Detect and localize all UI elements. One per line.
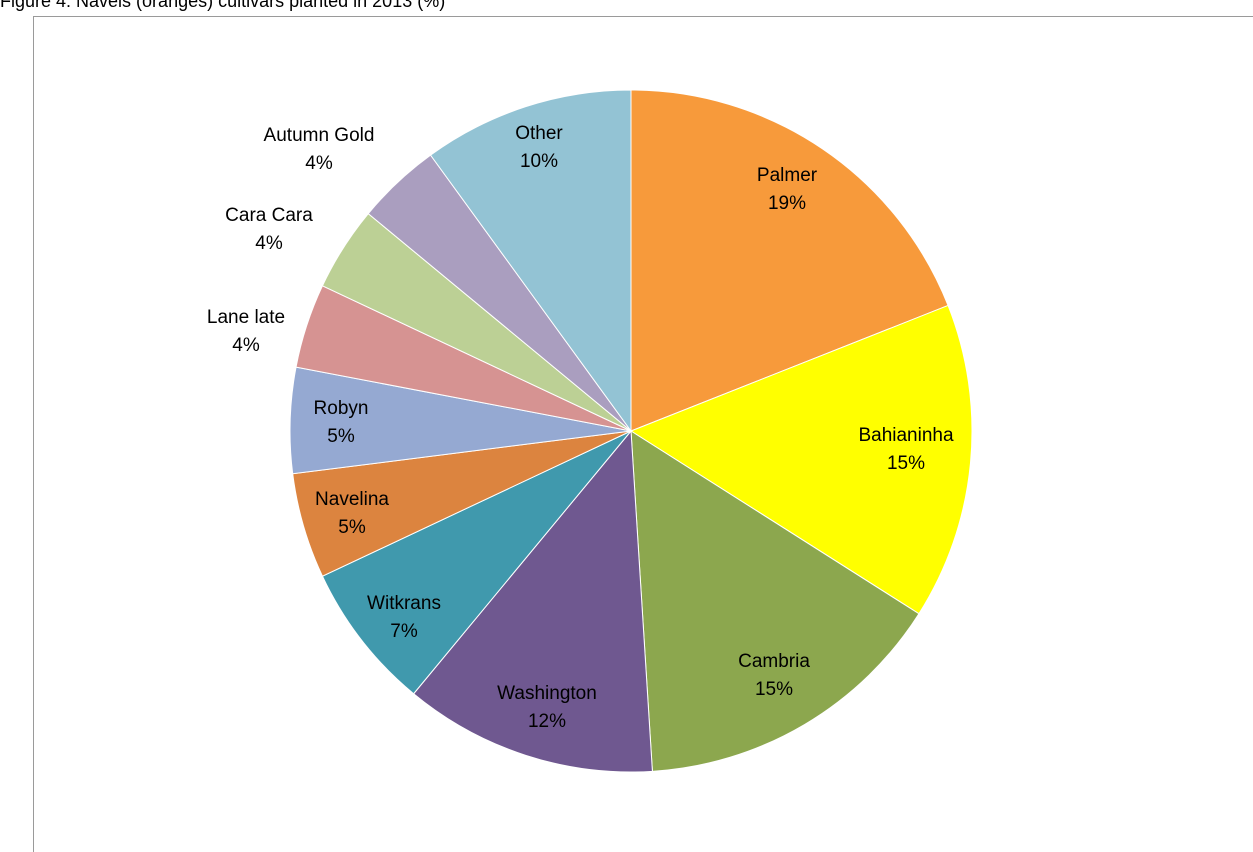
slice-percent-label: 10% [520, 151, 558, 172]
slice-label: Navelina [315, 489, 389, 510]
slice-label: Cambria [738, 651, 810, 672]
slice-percent-label: 5% [338, 517, 366, 538]
slice-percent-label: 7% [390, 621, 418, 642]
pie-slice-witkrans [321, 430, 632, 695]
slice-label: Autumn Gold [264, 125, 375, 146]
slice-percent-label: 15% [887, 453, 925, 474]
slice-label: Robyn [314, 398, 369, 419]
slice-label: Cara Cara [225, 205, 313, 226]
pie-labels: Palmer 19% Bahianinha 15% Cambria 15% Washingt… [207, 123, 954, 732]
slice-label: Palmer [757, 165, 818, 186]
pie-slice-cambria [630, 430, 920, 772]
slice-percent-label: 19% [768, 193, 806, 214]
chart-frame [33, 16, 1253, 852]
slice-percent-label: 5% [327, 426, 355, 447]
pie-slice-washington [412, 429, 653, 773]
slice-percent-label: 4% [232, 335, 260, 356]
pie-slice-other [429, 89, 632, 433]
slice-label: Lane late [207, 307, 285, 328]
slice-label: Witkrans [367, 593, 441, 614]
slice-percent-label: 4% [305, 153, 333, 174]
slice-label: Other [515, 123, 563, 144]
pie-slice-bahianinha [629, 304, 973, 615]
pie-slice-palmer [630, 89, 949, 432]
slice-percent-label: 4% [255, 233, 283, 254]
slice-label: Washington [497, 683, 597, 704]
slice-label: Bahianinha [858, 425, 954, 446]
figure-caption: Figure 4: Navels (oranges) cultivars pla… [0, 0, 446, 11]
slice-percent-label: 12% [528, 711, 566, 732]
slice-percent-label: 15% [755, 679, 793, 700]
pie-slices [289, 89, 973, 773]
